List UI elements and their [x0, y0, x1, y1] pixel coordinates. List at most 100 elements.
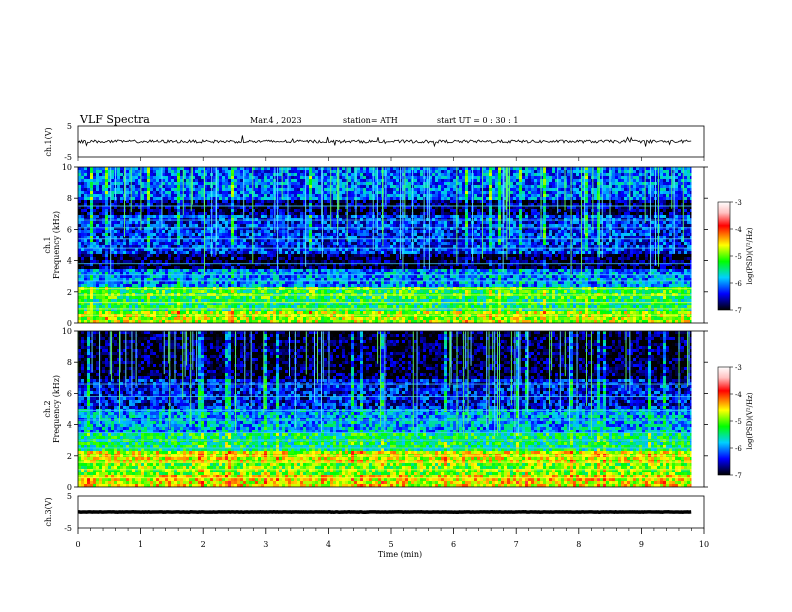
spectrogram-cell: [321, 266, 324, 269]
spectrogram-cell: [222, 197, 225, 200]
spectrogram-cell: [225, 320, 228, 323]
spectrogram-cell: [267, 278, 270, 281]
spectrogram-cell: [111, 290, 114, 293]
spectrogram-cell: [342, 236, 345, 239]
spectrogram-cell: [141, 170, 144, 173]
spectrogram-cell: [207, 317, 210, 320]
spectrogram-cell: [255, 173, 258, 176]
spectrogram-cell: [129, 254, 132, 257]
spectrogram-cell: [270, 209, 273, 212]
spectrogram-cell: [270, 305, 273, 308]
spectrogram-cell: [291, 236, 294, 239]
spectrogram-cell: [84, 239, 87, 242]
spectrogram-cell: [270, 173, 273, 176]
spectrogram-cell: [342, 173, 345, 176]
spectrogram-cell: [153, 248, 156, 251]
spectrogram-cell: [204, 248, 207, 251]
spectrogram-cell: [207, 269, 210, 272]
spectrogram-cell: [312, 191, 315, 194]
spectrogram-cell: [240, 308, 243, 311]
spectrogram-cell: [171, 272, 174, 275]
spectrogram-cell: [228, 188, 231, 191]
spectrogram-cell: [141, 224, 144, 227]
spectrogram-cell: [360, 272, 363, 275]
spectrogram-cell: [147, 308, 150, 311]
spectrogram-cell: [129, 209, 132, 212]
spectrogram-cell: [285, 296, 288, 299]
spectrogram-cell: [129, 239, 132, 242]
spectrogram-cell: [330, 179, 333, 182]
date-label: Mar.4 , 2023: [250, 116, 302, 125]
spectrogram-cell: [243, 254, 246, 257]
spectrogram-cell: [195, 200, 198, 203]
spectrogram-cell: [243, 176, 246, 179]
spectrogram-cell: [105, 176, 108, 179]
spectrogram-cell: [96, 194, 99, 197]
spectrogram-cell: [303, 185, 306, 188]
spectrogram-cell: [231, 245, 234, 248]
spectrogram-cell: [120, 242, 123, 245]
spectrogram-cell: [207, 170, 210, 173]
spectrogram-cell: [138, 200, 141, 203]
spectrogram-cell: [207, 194, 210, 197]
spectrogram-cell: [330, 308, 333, 311]
spectrogram-cell: [213, 197, 216, 200]
spectrogram-cell: [201, 317, 204, 320]
spectrogram-cell: [156, 227, 159, 230]
spectrogram-cell: [252, 260, 255, 263]
spectrogram-cell: [90, 179, 93, 182]
spectrogram-cell: [288, 302, 291, 305]
spectrogram-cell: [249, 239, 252, 242]
spectrogram-cell: [291, 185, 294, 188]
spectrogram-cell: [300, 212, 303, 215]
spectrogram-cell: [225, 296, 228, 299]
spectrogram-cell: [294, 305, 297, 308]
spectrogram-cell: [255, 224, 258, 227]
spectrogram-cell: [129, 296, 132, 299]
spectrogram-cell: [132, 179, 135, 182]
spectrogram-cell: [309, 236, 312, 239]
spectrogram-cell: [282, 302, 285, 305]
spectrogram-cell: [84, 197, 87, 200]
spectrogram-cell: [135, 290, 138, 293]
spectrogram-cell: [309, 233, 312, 236]
spectrogram-cell: [291, 278, 294, 281]
spectrogram-cell: [327, 185, 330, 188]
spectrogram-cell: [168, 224, 171, 227]
spectrogram-cell: [195, 281, 198, 284]
spectrogram-cell: [225, 317, 228, 320]
spectrogram-cell: [225, 167, 228, 170]
spectrogram-cell: [279, 278, 282, 281]
spectrogram-cell: [288, 299, 291, 302]
spectrogram-cell: [360, 212, 363, 215]
spectrogram-cell: [111, 206, 114, 209]
spectrogram-cell: [330, 305, 333, 308]
spectrogram-cell: [312, 251, 315, 254]
spectrogram-cell: [231, 242, 234, 245]
spectrogram-cell: [99, 200, 102, 203]
spectrogram-cell: [177, 254, 180, 257]
spectrogram-cell: [186, 272, 189, 275]
spectrogram-cell: [264, 167, 267, 170]
spectrogram-cell: [183, 215, 186, 218]
spectrogram-cell: [159, 296, 162, 299]
spectrogram-cell: [297, 194, 300, 197]
spectrogram-cell: [153, 299, 156, 302]
spectrogram-cell: [105, 269, 108, 272]
spectrogram-cell: [180, 203, 183, 206]
spectrogram-cell: [189, 194, 192, 197]
spectrogram-cell: [204, 167, 207, 170]
spectrogram-cell: [186, 182, 189, 185]
spectrogram-cell: [351, 305, 354, 308]
spectrogram-cell: [180, 224, 183, 227]
spectrogram-cell: [258, 206, 261, 209]
spectrogram-cell: [276, 299, 279, 302]
spectrogram-cell: [324, 284, 327, 287]
spectrogram-cell: [258, 281, 261, 284]
spectrogram-cell: [198, 251, 201, 254]
spectrogram-cell: [222, 269, 225, 272]
spectrogram-cell: [306, 269, 309, 272]
spectrogram-cell: [132, 170, 135, 173]
spectrogram-cell: [324, 311, 327, 314]
spectrogram-cell: [234, 299, 237, 302]
